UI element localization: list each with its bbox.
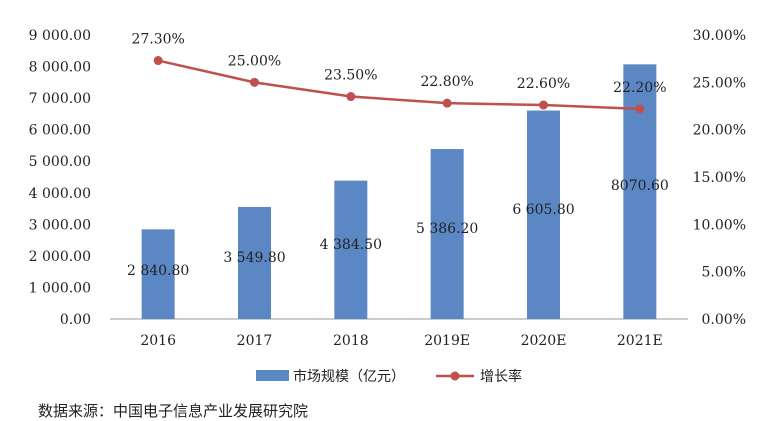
- x-axis-ticks: 2016 2017 2018 2019E 2020E 2021E: [140, 333, 662, 349]
- y-right-tick-label: 30.00%: [693, 28, 746, 44]
- growth-rate-point-2018: [346, 92, 356, 102]
- bar-2018: [334, 180, 368, 319]
- bar-value-label: 2 840.80: [127, 263, 189, 279]
- bar-2019E: [430, 149, 464, 319]
- bar-2020E: [527, 110, 560, 319]
- y-right-tick-label: 20.00%: [693, 123, 746, 139]
- bar-value-label: 8070.60: [611, 178, 669, 194]
- source-note: 数据来源：中国电子信息产业发展研究院: [38, 402, 309, 420]
- bar-value-label: 6 605.80: [512, 202, 574, 218]
- growth-rate-point-2019E: [442, 98, 452, 108]
- growth-rate-label: 23.50%: [324, 68, 377, 84]
- x-tick-label: 2020E: [521, 333, 567, 349]
- x-tick-label: 2018: [333, 333, 369, 349]
- growth-rate-point-2021E: [635, 104, 645, 114]
- legend-bar-label: 市场规模（亿元）: [293, 368, 405, 385]
- growth-rate-label: 22.20%: [613, 80, 666, 96]
- y-left-tick-label: 6 000.00: [29, 123, 91, 139]
- bar-value-label: 4 384.50: [320, 237, 382, 253]
- growth-rate-label: 27.30%: [131, 32, 184, 48]
- growth-rate-line: [157, 59, 640, 111]
- legend-line-marker: [450, 371, 460, 381]
- line-series: 27.30% 25.00% 23.50% 22.80% 22.60% 22.20%: [131, 32, 667, 114]
- y-left-tick-label: 2 000.00: [29, 249, 91, 265]
- bar-series: 2 840.80 3 549.80 4 384.50 5 386.20 6 605.80…: [127, 64, 669, 320]
- y-right-tick-label: 15.00%: [693, 170, 746, 186]
- y-right-tick-label: 10.00%: [693, 217, 746, 233]
- left-axis-ticks: 0.00 1 000.00 2 000.00 3 000.00 4 000.00 5 00…: [29, 28, 91, 328]
- y-left-tick-label: 9 000.00: [29, 28, 91, 44]
- y-right-tick-label: 5.00%: [702, 265, 746, 281]
- growth-rate-label: 22.80%: [420, 74, 473, 90]
- x-tick-label: 2017: [237, 333, 273, 349]
- y-left-tick-label: 5 000.00: [29, 154, 91, 170]
- growth-rate-point-2020E: [539, 100, 548, 110]
- bar-2016: [141, 229, 175, 319]
- growth-rate-point-2016: [153, 56, 163, 66]
- growth-rate-label: 25.00%: [228, 53, 281, 69]
- y-left-tick-label: 3 000.00: [29, 217, 91, 233]
- y-right-tick-label: 0.00%: [702, 312, 746, 328]
- bar-value-label: 5 386.20: [416, 221, 478, 237]
- y-right-tick-label: 25.00%: [693, 75, 746, 91]
- y-left-tick-label: 1 000.00: [29, 280, 91, 296]
- y-left-tick-label: 4 000.00: [29, 186, 91, 202]
- growth-rate-label: 22.60%: [517, 76, 570, 92]
- legend: 市场规模（亿元） 增长率: [256, 368, 522, 385]
- y-left-tick-label: 8 000.00: [29, 60, 91, 76]
- legend-line-label: 增长率: [480, 368, 522, 385]
- right-axis-ticks: 0.00% 5.00% 10.00% 15.00% 20.00% 25.00% 30.00%: [693, 28, 746, 328]
- y-left-tick-label: 0.00: [60, 312, 91, 328]
- growth-rate-point-2017: [250, 77, 259, 87]
- bar-2017: [238, 206, 271, 319]
- x-tick-label: 2021E: [617, 333, 663, 349]
- bar-value-label: 3 549.80: [223, 250, 285, 266]
- x-tick-label: 2016: [140, 333, 176, 349]
- x-tick-label: 2019E: [424, 333, 470, 349]
- legend-bar-swatch: [256, 370, 289, 381]
- y-left-tick-label: 7 000.00: [29, 91, 91, 107]
